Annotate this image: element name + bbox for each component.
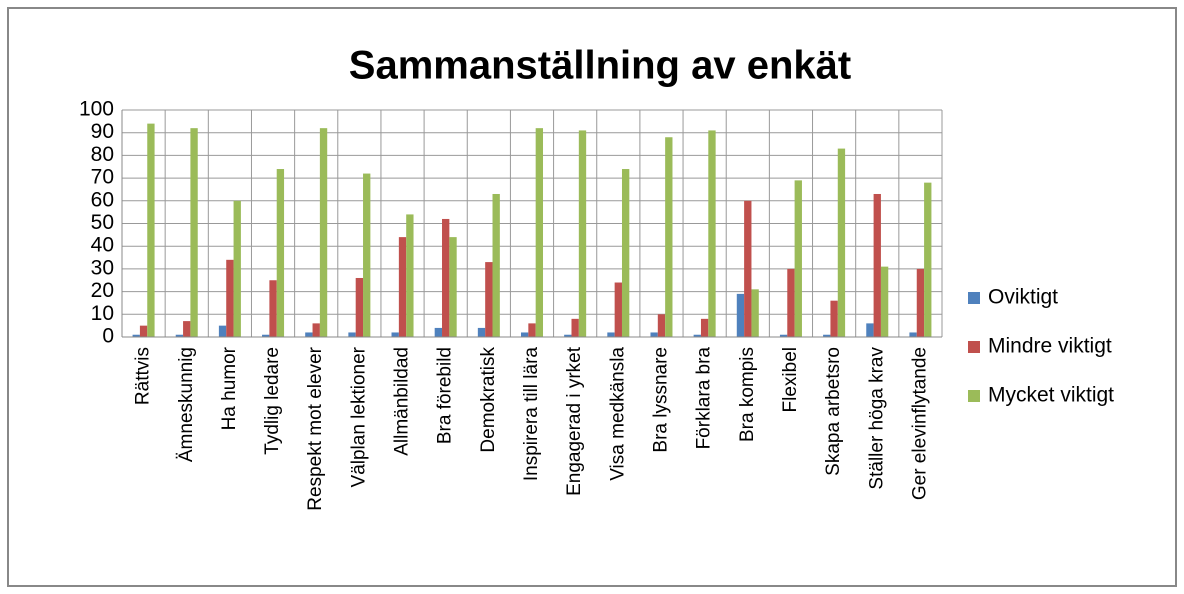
bar: [700, 318, 709, 337]
bar: [305, 332, 313, 337]
bar: [434, 327, 443, 337]
bar: [744, 200, 752, 337]
bar: [139, 325, 148, 337]
bar: [830, 300, 838, 337]
legend-label: Mycket viktigt: [988, 384, 1114, 407]
y-tick-label: 0: [102, 325, 114, 348]
x-tick-label: Ställer höga krav: [866, 347, 887, 490]
bar: [363, 173, 371, 337]
bar: [916, 268, 925, 337]
bar: [262, 334, 270, 337]
y-tick-label: 50: [91, 211, 114, 234]
y-tick-label: 10: [91, 302, 114, 325]
bar: [880, 266, 889, 337]
bar: [650, 332, 658, 337]
bar: [391, 332, 399, 337]
bar: [276, 169, 285, 337]
legend-label: Mindre viktigt: [988, 335, 1112, 358]
x-tick-label: Rättvis: [133, 347, 154, 405]
bar: [269, 280, 277, 337]
bar: [924, 182, 932, 337]
y-tick-label: 90: [91, 120, 114, 143]
bar: [787, 268, 795, 337]
x-tick-label: Skapa arbetsro: [823, 347, 844, 476]
x-tick-label: Bra kompis: [737, 347, 758, 442]
chart-title: Sammanställning av enkät: [349, 44, 851, 88]
y-tick-label: 40: [91, 234, 114, 257]
bar: [233, 200, 241, 337]
bar: [528, 323, 536, 337]
chart-frame: [7, 7, 1177, 587]
bar: [693, 334, 701, 337]
x-tick-label: Respekt mot elever: [305, 346, 326, 510]
x-tick-label: Demokratisk: [478, 347, 499, 453]
bar: [823, 334, 831, 337]
bar: [665, 137, 673, 337]
x-tick-label: Inspirera till lära: [521, 347, 542, 482]
bar: [183, 321, 191, 337]
bar: [218, 325, 227, 337]
y-tick-label: 80: [91, 143, 114, 166]
bar: [175, 334, 184, 337]
bar: [492, 193, 500, 337]
bar: [571, 318, 579, 337]
x-tick-label: Ha humor: [219, 346, 240, 430]
legend-label: Oviktigt: [988, 286, 1058, 309]
bar: [736, 293, 745, 337]
bar: [578, 130, 587, 337]
x-tick-label: Flexibel: [780, 347, 801, 412]
y-tick-label: 70: [91, 166, 114, 189]
x-tick-label: Förklara bra: [694, 347, 715, 450]
bar: [319, 128, 328, 337]
bar: [520, 332, 529, 337]
bar: [535, 128, 544, 337]
bar: [132, 334, 140, 337]
x-tick-label: Tydlig ledare: [262, 347, 283, 455]
bar: [355, 277, 364, 337]
bar: [751, 289, 759, 337]
bar: [621, 169, 630, 337]
bar: [406, 214, 414, 337]
y-tick-label: 20: [91, 279, 114, 302]
y-tick-label: 100: [79, 98, 114, 121]
bar: [657, 314, 666, 337]
bar: [147, 123, 155, 338]
x-tick-label: Bra lyssnare: [650, 347, 671, 453]
x-tick-label: Visa medkänsla: [607, 347, 628, 481]
bar: [837, 148, 846, 337]
x-tick-label: Allmänbildad: [392, 347, 413, 456]
bar: [708, 130, 716, 337]
bar: [226, 259, 234, 337]
x-tick-label: Ger elevinflytande: [909, 347, 930, 500]
x-tick-label: Engagerad i yrket: [564, 346, 585, 496]
bar: [485, 262, 493, 337]
y-tick-label: 60: [91, 188, 114, 211]
bar: [190, 128, 198, 337]
bar: [442, 218, 450, 337]
legend-swatch: [968, 292, 980, 304]
bar: [449, 237, 457, 337]
bar: [614, 282, 622, 337]
bar: [348, 332, 356, 337]
y-tick-label: 30: [91, 256, 114, 279]
x-tick-label: Välplan lektioner: [348, 346, 369, 487]
bar: [873, 193, 881, 337]
bar: [794, 180, 802, 337]
bar: [312, 323, 320, 337]
bar: [866, 323, 874, 337]
bar: [909, 332, 917, 337]
x-tick-label: Ämneskunnig: [176, 347, 197, 462]
bar: [779, 334, 788, 337]
bar: [607, 332, 615, 337]
bar: [477, 327, 486, 337]
legend-swatch: [968, 341, 980, 353]
bar: [398, 237, 407, 337]
bar: [564, 334, 572, 337]
x-tick-label: Bra förebild: [435, 347, 456, 444]
legend-swatch: [968, 390, 980, 402]
